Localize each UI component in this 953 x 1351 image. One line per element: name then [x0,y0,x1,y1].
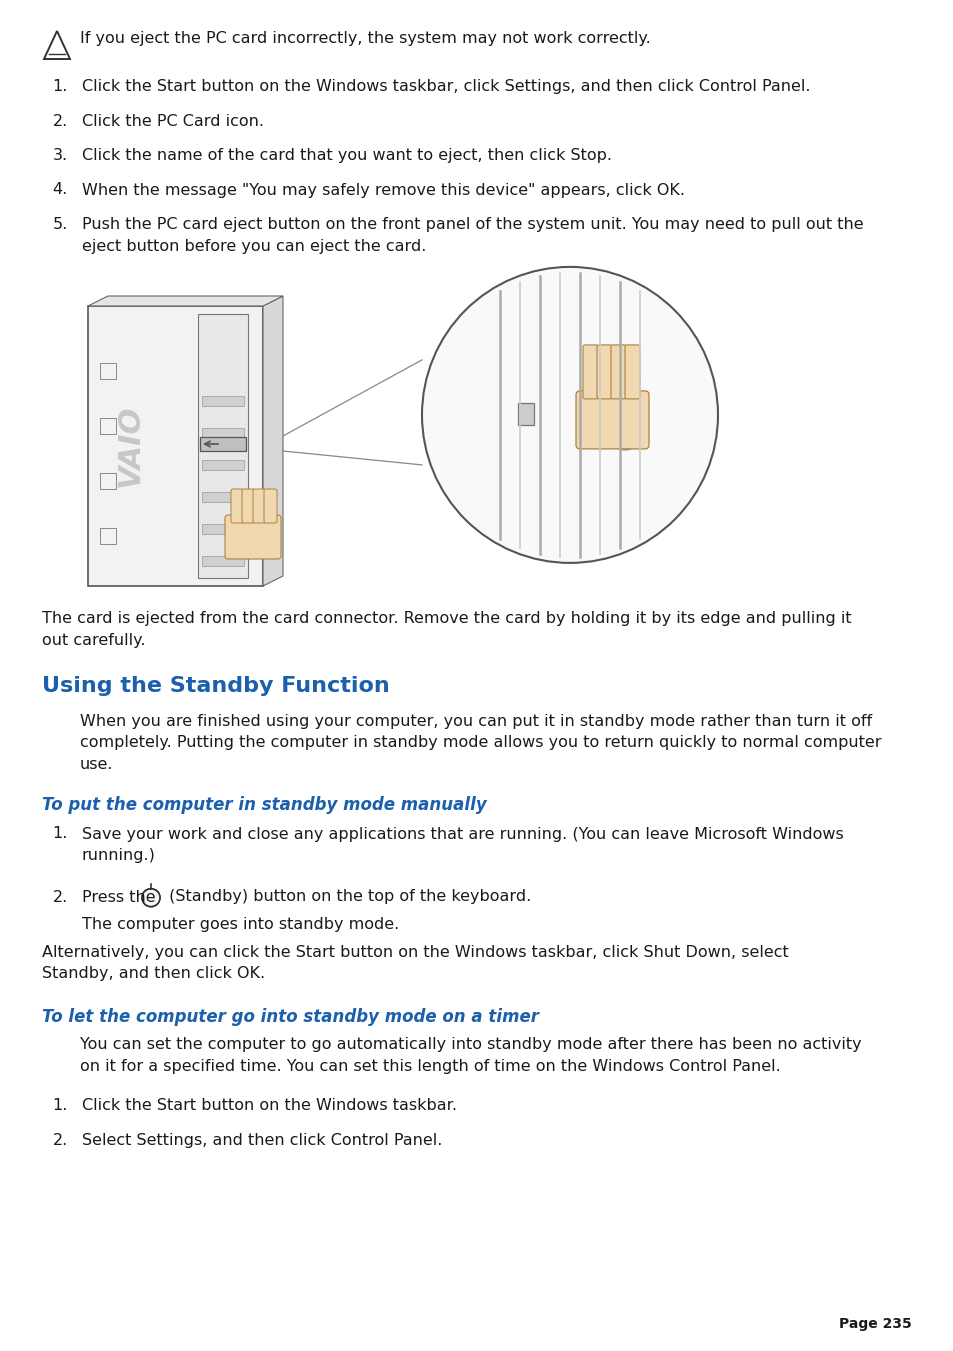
Circle shape [609,420,639,450]
Text: 2.: 2. [52,113,68,128]
Text: running.): running.) [82,848,155,863]
Text: Using the Standby Function: Using the Standby Function [42,676,390,696]
Text: 1.: 1. [52,827,68,842]
FancyBboxPatch shape [242,489,254,523]
FancyBboxPatch shape [231,489,244,523]
Text: (Standby) button on the top of the keyboard.: (Standby) button on the top of the keybo… [164,889,531,905]
Text: When you are finished using your computer, you can put it in standby mode rather: When you are finished using your compute… [80,713,871,730]
Text: on it for a specified time. You can set this length of time on the Windows Contr: on it for a specified time. You can set … [80,1059,780,1074]
Text: Standby, and then click OK.: Standby, and then click OK. [42,966,265,981]
Bar [100,417,116,434]
Text: To let the computer go into standby mode on a timer: To let the computer go into standby mode… [42,1008,538,1025]
Text: 1.: 1. [52,1098,68,1113]
Bar [100,363,116,380]
Text: 2.: 2. [52,889,68,905]
Circle shape [421,267,718,563]
FancyBboxPatch shape [624,345,639,399]
Text: Save your work and close any applications that are running. (You can leave Micro: Save your work and close any application… [82,827,842,842]
FancyBboxPatch shape [610,345,625,399]
FancyBboxPatch shape [225,515,281,559]
Text: 2.: 2. [52,1133,68,1148]
Bar [202,524,244,534]
FancyBboxPatch shape [253,489,266,523]
Text: If you eject the PC card incorrectly, the system may not work correctly.: If you eject the PC card incorrectly, th… [80,31,650,46]
Bar [202,396,244,407]
Text: Click the Start button on the Windows taskbar.: Click the Start button on the Windows ta… [82,1098,456,1113]
Text: You can set the computer to go automatically into standby mode after there has b: You can set the computer to go automatic… [80,1038,861,1052]
Text: 4.: 4. [52,182,68,197]
Bar [202,459,244,470]
Text: eject button before you can eject the card.: eject button before you can eject the ca… [82,239,426,254]
Text: Click the Start button on the Windows taskbar, click Settings, and then click Co: Click the Start button on the Windows ta… [82,78,810,95]
Text: completely. Putting the computer in standby mode allows you to return quickly to: completely. Putting the computer in stan… [80,735,881,751]
FancyBboxPatch shape [264,489,276,523]
Text: Click the PC Card icon.: Click the PC Card icon. [82,113,264,128]
FancyBboxPatch shape [582,345,598,399]
FancyBboxPatch shape [88,305,263,586]
Circle shape [609,365,639,394]
Text: Click the name of the card that you want to eject, then click Stop.: Click the name of the card that you want… [82,149,612,163]
Text: use.: use. [80,757,113,771]
Text: The computer goes into standby mode.: The computer goes into standby mode. [82,917,399,932]
Text: out carefully.: out carefully. [42,632,146,647]
Bar [517,403,534,426]
Text: Alternatively, you can click the Start button on the Windows taskbar, click Shut: Alternatively, you can click the Start b… [42,944,788,959]
Bar [200,436,246,451]
Bar [198,313,248,578]
Text: VAIO: VAIO [115,405,144,488]
Bar [202,428,244,438]
Bar [202,557,244,566]
Text: Page 235: Page 235 [839,1317,911,1331]
Polygon shape [263,296,283,586]
Bar [202,492,244,503]
Text: 5.: 5. [52,218,68,232]
Circle shape [147,892,159,904]
Text: Select Settings, and then click Control Panel.: Select Settings, and then click Control … [82,1133,442,1148]
Text: Press the: Press the [82,889,161,905]
FancyBboxPatch shape [597,345,612,399]
Bar [100,528,116,544]
Circle shape [142,889,160,907]
Text: To put the computer in standby mode manually: To put the computer in standby mode manu… [42,797,486,815]
Polygon shape [88,296,283,305]
Text: When the message "You may safely remove this device" appears, click OK.: When the message "You may safely remove … [82,182,684,197]
Text: Push the PC card eject button on the front panel of the system unit. You may nee: Push the PC card eject button on the fro… [82,218,862,232]
Text: 3.: 3. [52,149,68,163]
Text: 1.: 1. [52,78,68,95]
Bar [100,473,116,489]
FancyBboxPatch shape [576,390,648,449]
Text: The card is ejected from the card connector. Remove the card by holding it by it: The card is ejected from the card connec… [42,611,851,626]
